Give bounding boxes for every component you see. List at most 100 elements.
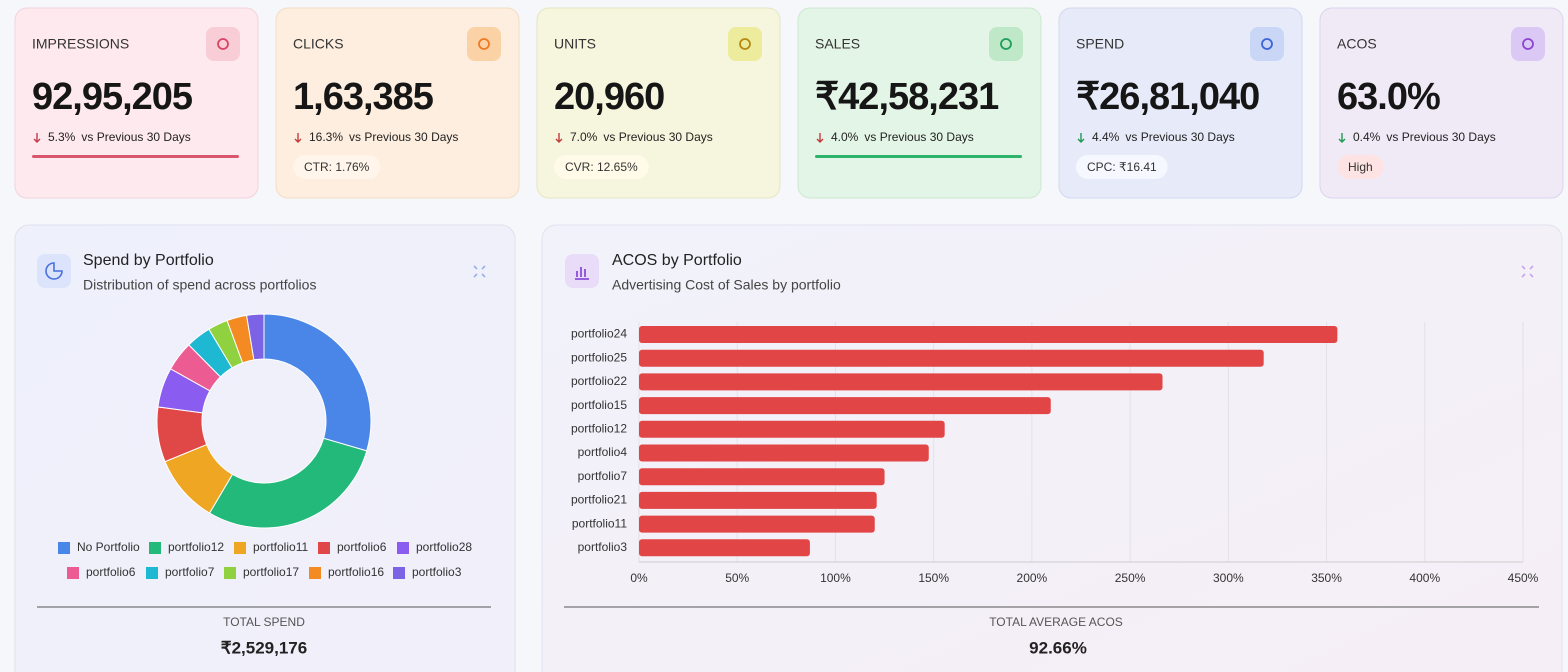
icon-glyph (45, 262, 63, 280)
kpi-bar (32, 155, 239, 158)
legend-label[interactable]: portfolio16 (328, 565, 384, 579)
legend-label[interactable]: portfolio28 (416, 540, 472, 554)
x-tick-label: 200% (1017, 571, 1048, 585)
trend-arrow (816, 133, 824, 143)
bar[interactable] (639, 397, 1051, 415)
bar[interactable] (639, 373, 1163, 391)
bar[interactable] (639, 515, 875, 533)
y-tick-label: portfolio4 (578, 445, 628, 459)
kpi-value: ₹42,58,231 (815, 76, 999, 118)
legend-label[interactable]: portfolio6 (337, 540, 387, 554)
y-tick-label: portfolio21 (571, 493, 627, 507)
expand-icon[interactable] (1521, 265, 1534, 278)
bar[interactable] (639, 491, 877, 509)
kpi-comparison: vs Previous 30 Days (81, 130, 190, 144)
kpi-icon (206, 27, 240, 61)
kpi-title: SALES (815, 36, 860, 52)
kpi-comparison: vs Previous 30 Days (1386, 130, 1495, 144)
kpi-card (14, 7, 259, 199)
bar[interactable] (639, 539, 810, 557)
kpi-icon-glyph (1261, 38, 1273, 50)
legend-swatch[interactable] (393, 567, 405, 579)
x-tick-label: 250% (1115, 571, 1146, 585)
legend-swatch[interactable] (67, 567, 79, 579)
kpi-badge (293, 155, 381, 179)
kpi-title: UNITS (554, 36, 596, 52)
legend-label[interactable]: No Portfolio (77, 540, 140, 554)
x-tick-label: 50% (725, 571, 749, 585)
kpi-icon-glyph (1000, 38, 1012, 50)
kpi-title: ACOS (1337, 36, 1377, 52)
legend-swatch[interactable] (224, 567, 236, 579)
kpi-comparison: vs Previous 30 Days (1125, 130, 1234, 144)
kpi-comparison: vs Previous 30 Days (349, 130, 458, 144)
x-tick-label: 0% (630, 571, 648, 585)
x-tick-label: 400% (1409, 571, 1440, 585)
panel-subtitle: Advertising Cost of Sales by portfolio (612, 277, 841, 293)
panel (14, 224, 516, 672)
bar[interactable] (639, 420, 945, 438)
expand-icon[interactable] (473, 265, 486, 278)
legend-swatch[interactable] (58, 542, 70, 554)
panel-icon (565, 254, 599, 288)
kpi-title: SPEND (1076, 36, 1124, 52)
y-tick-label: portfolio12 (571, 421, 627, 435)
legend-swatch[interactable] (309, 567, 321, 579)
legend-swatch[interactable] (149, 542, 161, 554)
total-value: 92.66% (1029, 638, 1087, 657)
kpi-icon-glyph (217, 38, 229, 50)
legend-swatch[interactable] (234, 542, 246, 554)
kpi-icon-glyph (478, 38, 490, 50)
x-tick-label: 450% (1508, 571, 1539, 585)
kpi-change: 4.4% (1092, 130, 1120, 144)
kpi-comparison: vs Previous 30 Days (864, 130, 973, 144)
kpi-value: 92,95,205 (32, 76, 193, 118)
legend-label[interactable]: portfolio6 (86, 565, 136, 579)
kpi-badge-text: CPC: ₹16.41 (1087, 160, 1157, 174)
legend-label[interactable]: portfolio7 (165, 565, 215, 579)
y-tick-label: portfolio15 (571, 398, 627, 412)
kpi-change: 7.0% (570, 130, 598, 144)
pie-slice (208, 437, 368, 529)
legend-swatch[interactable] (146, 567, 158, 579)
kpi-icon (728, 27, 762, 61)
bar[interactable] (639, 349, 1264, 367)
trend-arrow (33, 133, 41, 143)
y-tick-label: portfolio24 (571, 327, 627, 341)
legend-label[interactable]: portfolio3 (412, 565, 462, 579)
legend-swatch[interactable] (397, 542, 409, 554)
kpi-icon (989, 27, 1023, 61)
kpi-comparison: vs Previous 30 Days (603, 130, 712, 144)
kpi-badge-text: CTR: 1.76% (304, 160, 370, 174)
bar[interactable] (639, 468, 885, 486)
kpi-change: 5.3% (48, 130, 76, 144)
y-tick-label: portfolio25 (571, 350, 627, 364)
y-tick-label: portfolio7 (578, 469, 628, 483)
panel-subtitle: Distribution of spend across portfolios (83, 277, 316, 293)
kpi-icon (1250, 27, 1284, 61)
x-tick-label: 150% (918, 571, 949, 585)
legend-label[interactable]: portfolio12 (168, 540, 224, 554)
kpi-badge (1076, 155, 1168, 179)
icon-glyph (575, 267, 589, 280)
kpi-value: 63.0% (1337, 76, 1440, 118)
kpi-title: CLICKS (293, 36, 344, 52)
kpi-title: IMPRESSIONS (32, 36, 129, 52)
trend-arrow (555, 133, 563, 143)
trend-arrow (1077, 133, 1085, 143)
kpi-icon (467, 27, 501, 61)
kpi-card (797, 7, 1042, 199)
bar[interactable] (639, 326, 1338, 343)
total-label: TOTAL SPEND (223, 615, 305, 629)
legend-label[interactable]: portfolio17 (243, 565, 299, 579)
kpi-card (275, 7, 520, 199)
legend-swatch[interactable] (318, 542, 330, 554)
kpi-icon (1511, 27, 1545, 61)
legend-label[interactable]: portfolio11 (253, 540, 308, 554)
total-value: ₹2,529,176 (221, 638, 307, 657)
y-tick-label: portfolio11 (572, 516, 627, 530)
bar[interactable] (639, 444, 929, 462)
kpi-icon-glyph (739, 38, 751, 50)
